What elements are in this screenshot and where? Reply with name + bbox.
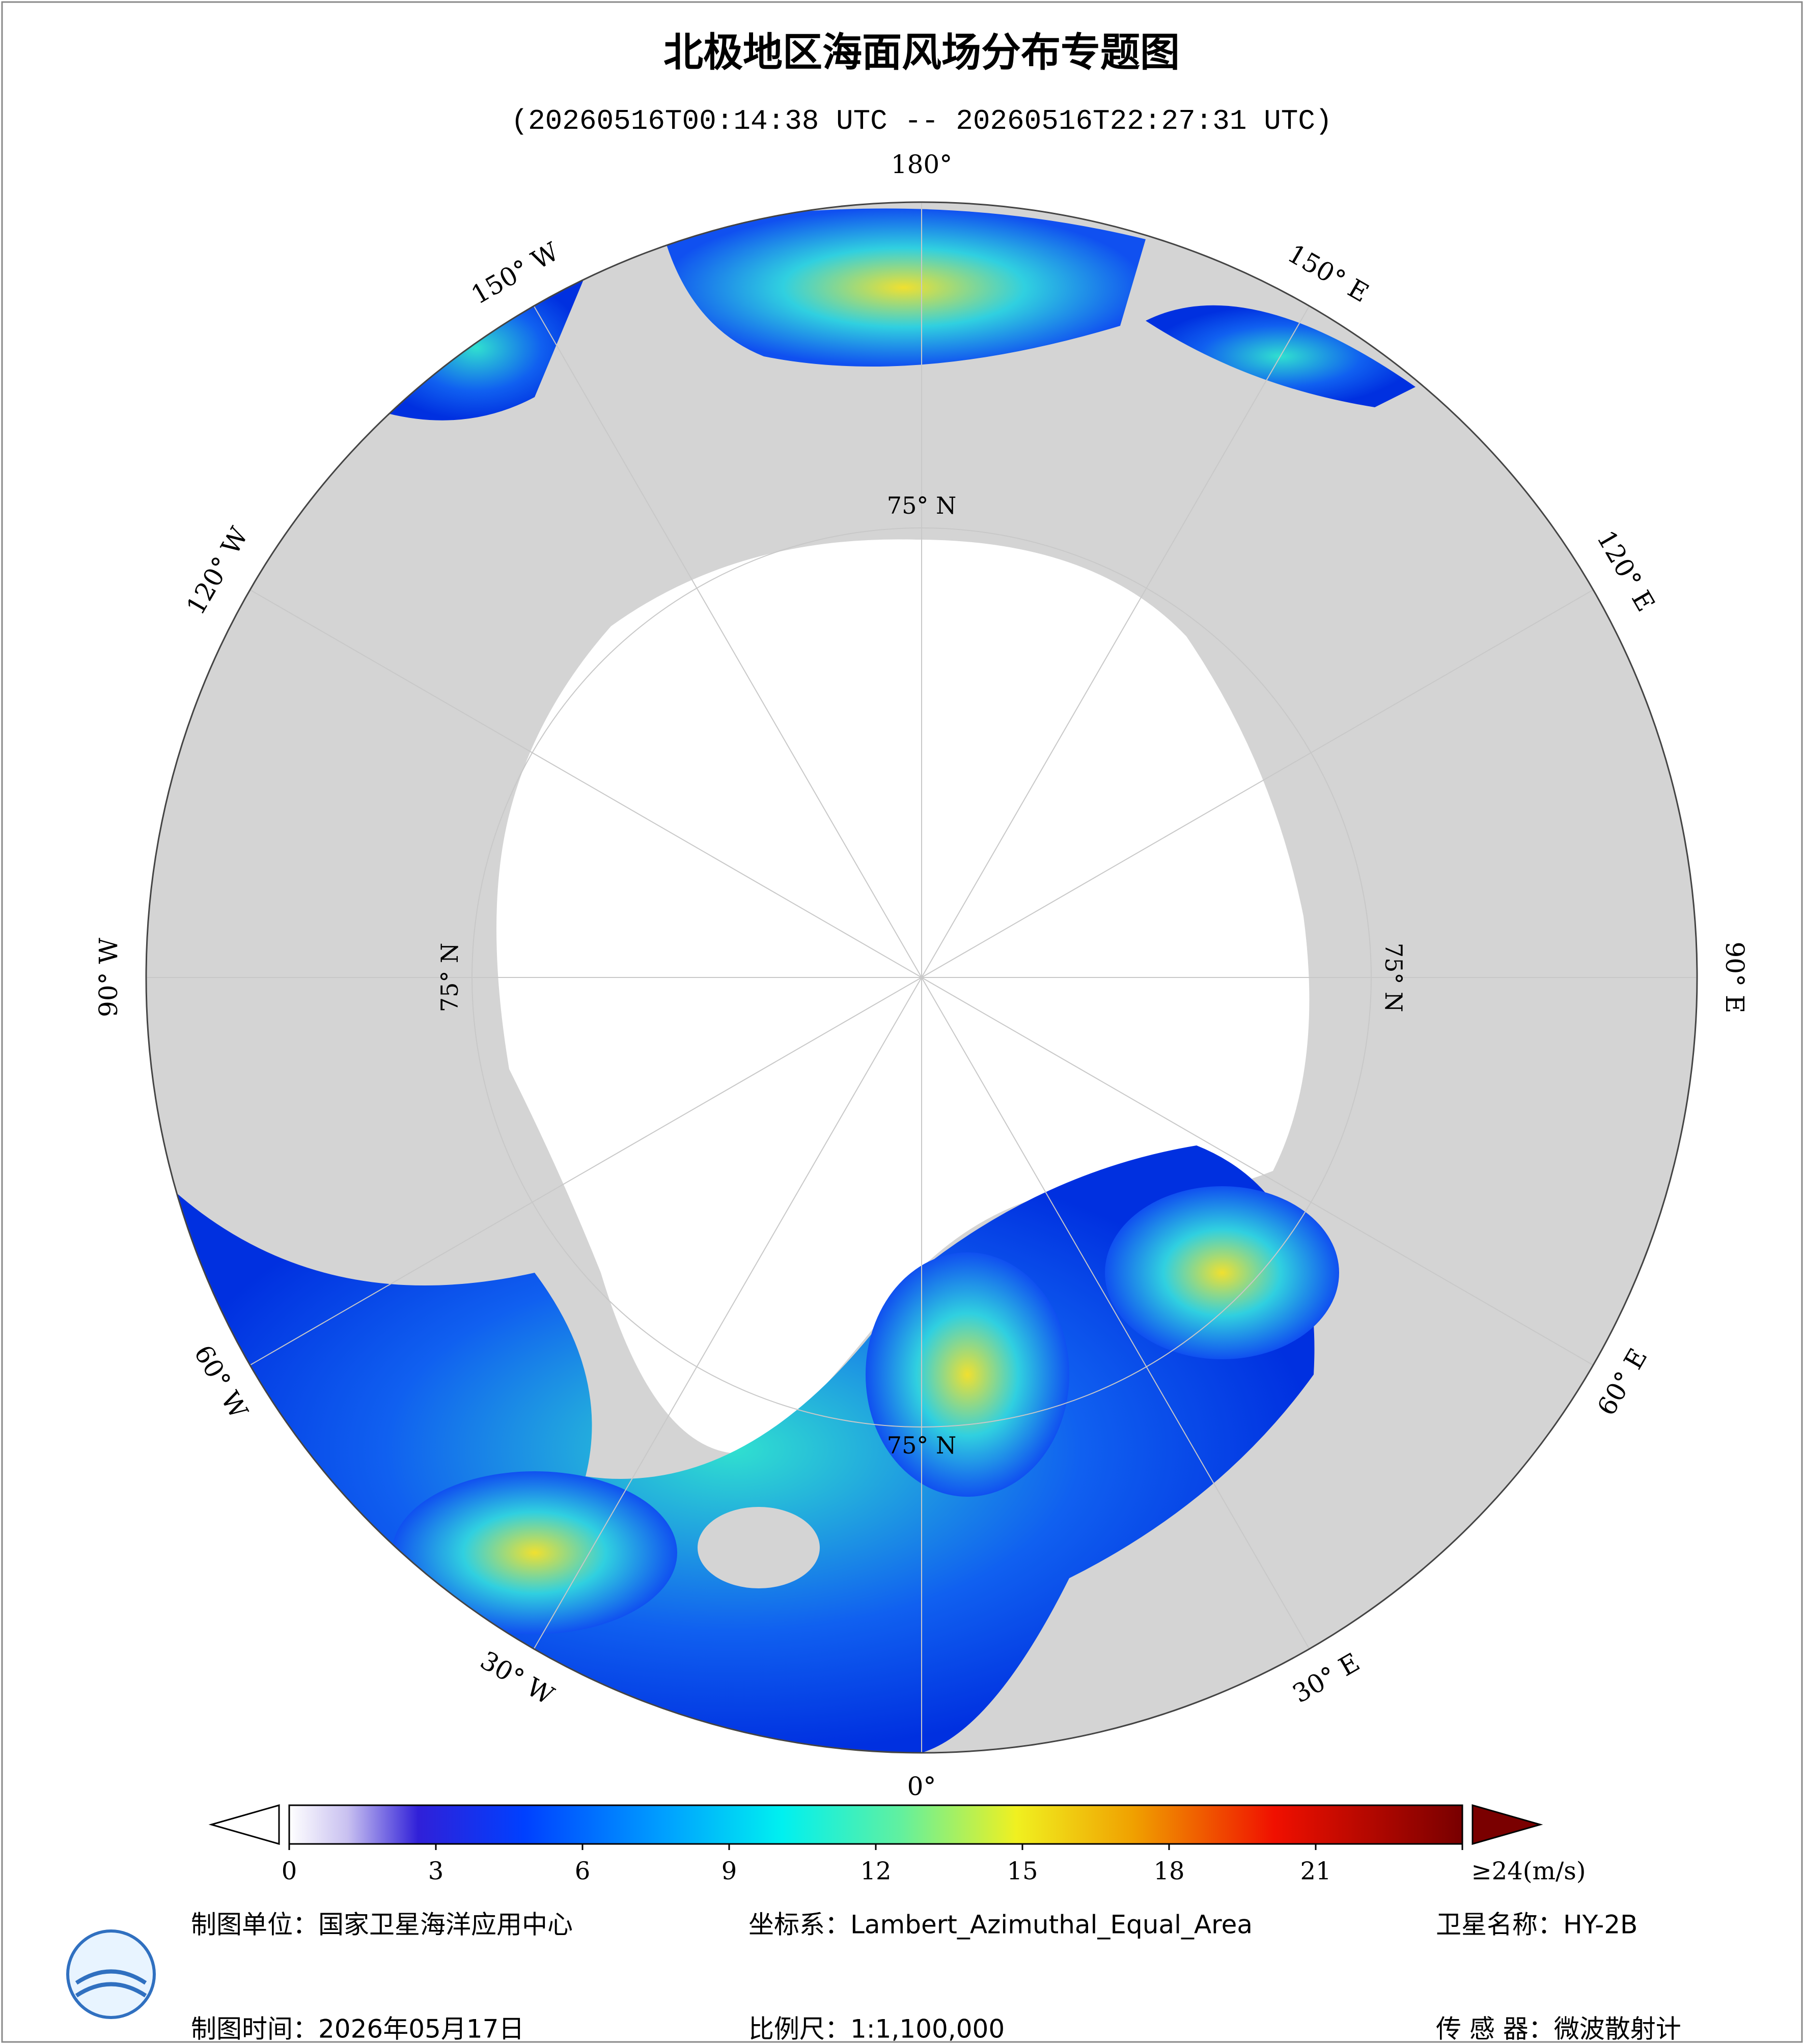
latitude-label: 75° N xyxy=(887,492,956,519)
colorbar-tick-label: 9 xyxy=(721,1857,737,1886)
latitude-label: 75° N xyxy=(887,1432,956,1459)
meridian xyxy=(533,305,922,978)
latitude-label: 75° N xyxy=(436,943,463,1012)
colorbar-tick-label: 3 xyxy=(428,1857,444,1886)
colorbar-tick-label: 21 xyxy=(1300,1857,1331,1886)
meridian xyxy=(921,977,1310,1649)
map-subtitle: (20260516T00:14:38 UTC -- 20260516T22:27… xyxy=(511,105,1332,137)
meridian xyxy=(249,977,922,1366)
graticule xyxy=(146,202,1697,1753)
footer-scale: 比例尺：1:1,100,000 xyxy=(748,2014,1005,2044)
wind-field-bering xyxy=(662,208,1146,367)
colorbar-tick-label: ≥24(m/s) xyxy=(1471,1857,1586,1886)
wind-field-denmark-strait xyxy=(392,1471,677,1634)
footer-sensor: 传 感 器：微波散射计 xyxy=(1436,2014,1681,2044)
footer-coordinate-system: 坐标系：Lambert_Azimuthal_Equal_Area xyxy=(748,1910,1253,1940)
footer-satellite: 卫星名称：HY-2B xyxy=(1436,1910,1638,1940)
iceland xyxy=(698,1507,820,1588)
longitude-label: 90° W xyxy=(94,937,123,1017)
wind-field-norwegian-sea xyxy=(866,1252,1069,1497)
longitude-label: 0° xyxy=(907,1772,936,1801)
meridian xyxy=(921,589,1594,978)
logo-waves xyxy=(75,1969,147,1998)
meridian xyxy=(249,589,922,978)
meridian xyxy=(921,305,1310,978)
longitude-label: 180° xyxy=(891,150,952,179)
wind-field-barents-sea xyxy=(1105,1186,1339,1359)
parallel-75n xyxy=(471,527,1372,1427)
colorbar-under-arrow xyxy=(208,1804,280,1845)
colorbar-tick-label: 15 xyxy=(1007,1857,1038,1886)
logo xyxy=(66,1929,156,2019)
meridian xyxy=(533,977,922,1649)
map-title: 北极地区海面风场分布专题图 xyxy=(663,30,1180,75)
latitude-label: 75° N xyxy=(1380,943,1407,1012)
map-border xyxy=(145,201,1698,1754)
footer-date: 制图时间：2026年05月17日 xyxy=(191,2014,524,2044)
colorbar xyxy=(288,1804,1463,1845)
colorbar-tick-label: 0 xyxy=(282,1857,297,1886)
colorbar-tick-label: 6 xyxy=(575,1857,591,1886)
longitude-label: 90° E xyxy=(1720,941,1750,1013)
arctic-ocean xyxy=(496,539,1310,1454)
colorbar-over-arrow xyxy=(1472,1804,1543,1845)
footer-organization: 制图单位：国家卫星海洋应用中心 xyxy=(191,1910,573,1940)
colorbar-tick-label: 18 xyxy=(1153,1857,1184,1886)
meridian xyxy=(921,977,1594,1366)
colorbar-tick-label: 12 xyxy=(860,1857,891,1886)
